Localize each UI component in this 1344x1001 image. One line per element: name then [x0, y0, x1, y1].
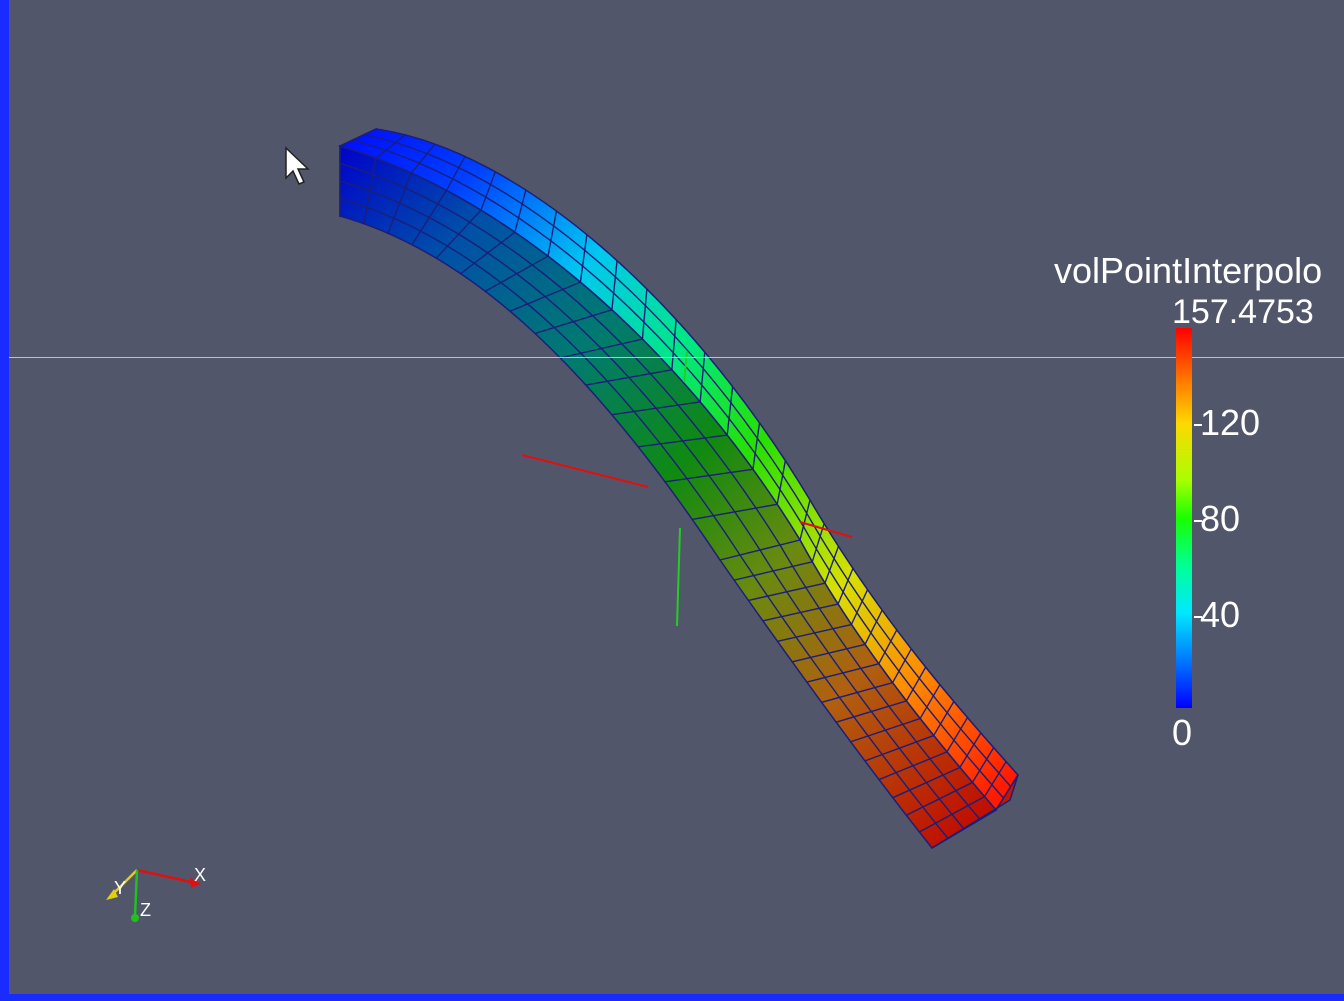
mouse-pointer-icon [285, 146, 310, 185]
splitter-guide-line [9, 357, 1344, 358]
colorbar-tick [1194, 520, 1202, 522]
axis-y-label: Y [114, 878, 127, 898]
axis-z-label: Z [140, 900, 151, 920]
viewport-border-left [0, 0, 9, 1001]
colorbar-tick-label: 40 [1200, 594, 1241, 635]
mesh-grid [339, 133, 1012, 839]
orientation-axes [106, 868, 201, 922]
colorbar-min-label: 0 [1172, 712, 1193, 753]
colorbar-tick-label: 80 [1200, 498, 1241, 539]
colorbar-gradient[interactable] [1176, 328, 1192, 708]
colorbar-title: volPointInterpolo [1054, 250, 1323, 291]
colorbar-max-label: 157.4753 [1172, 293, 1314, 331]
beam-side-face [339, 144, 998, 849]
beam-tip-face [931, 774, 1019, 849]
axis-x-label: X [194, 865, 207, 885]
colorbar-tick [1194, 424, 1202, 426]
colorbar-tick [1194, 616, 1202, 618]
colorbar-tick-label: 120 [1200, 402, 1261, 443]
viewport-border-bottom [0, 994, 1344, 1001]
